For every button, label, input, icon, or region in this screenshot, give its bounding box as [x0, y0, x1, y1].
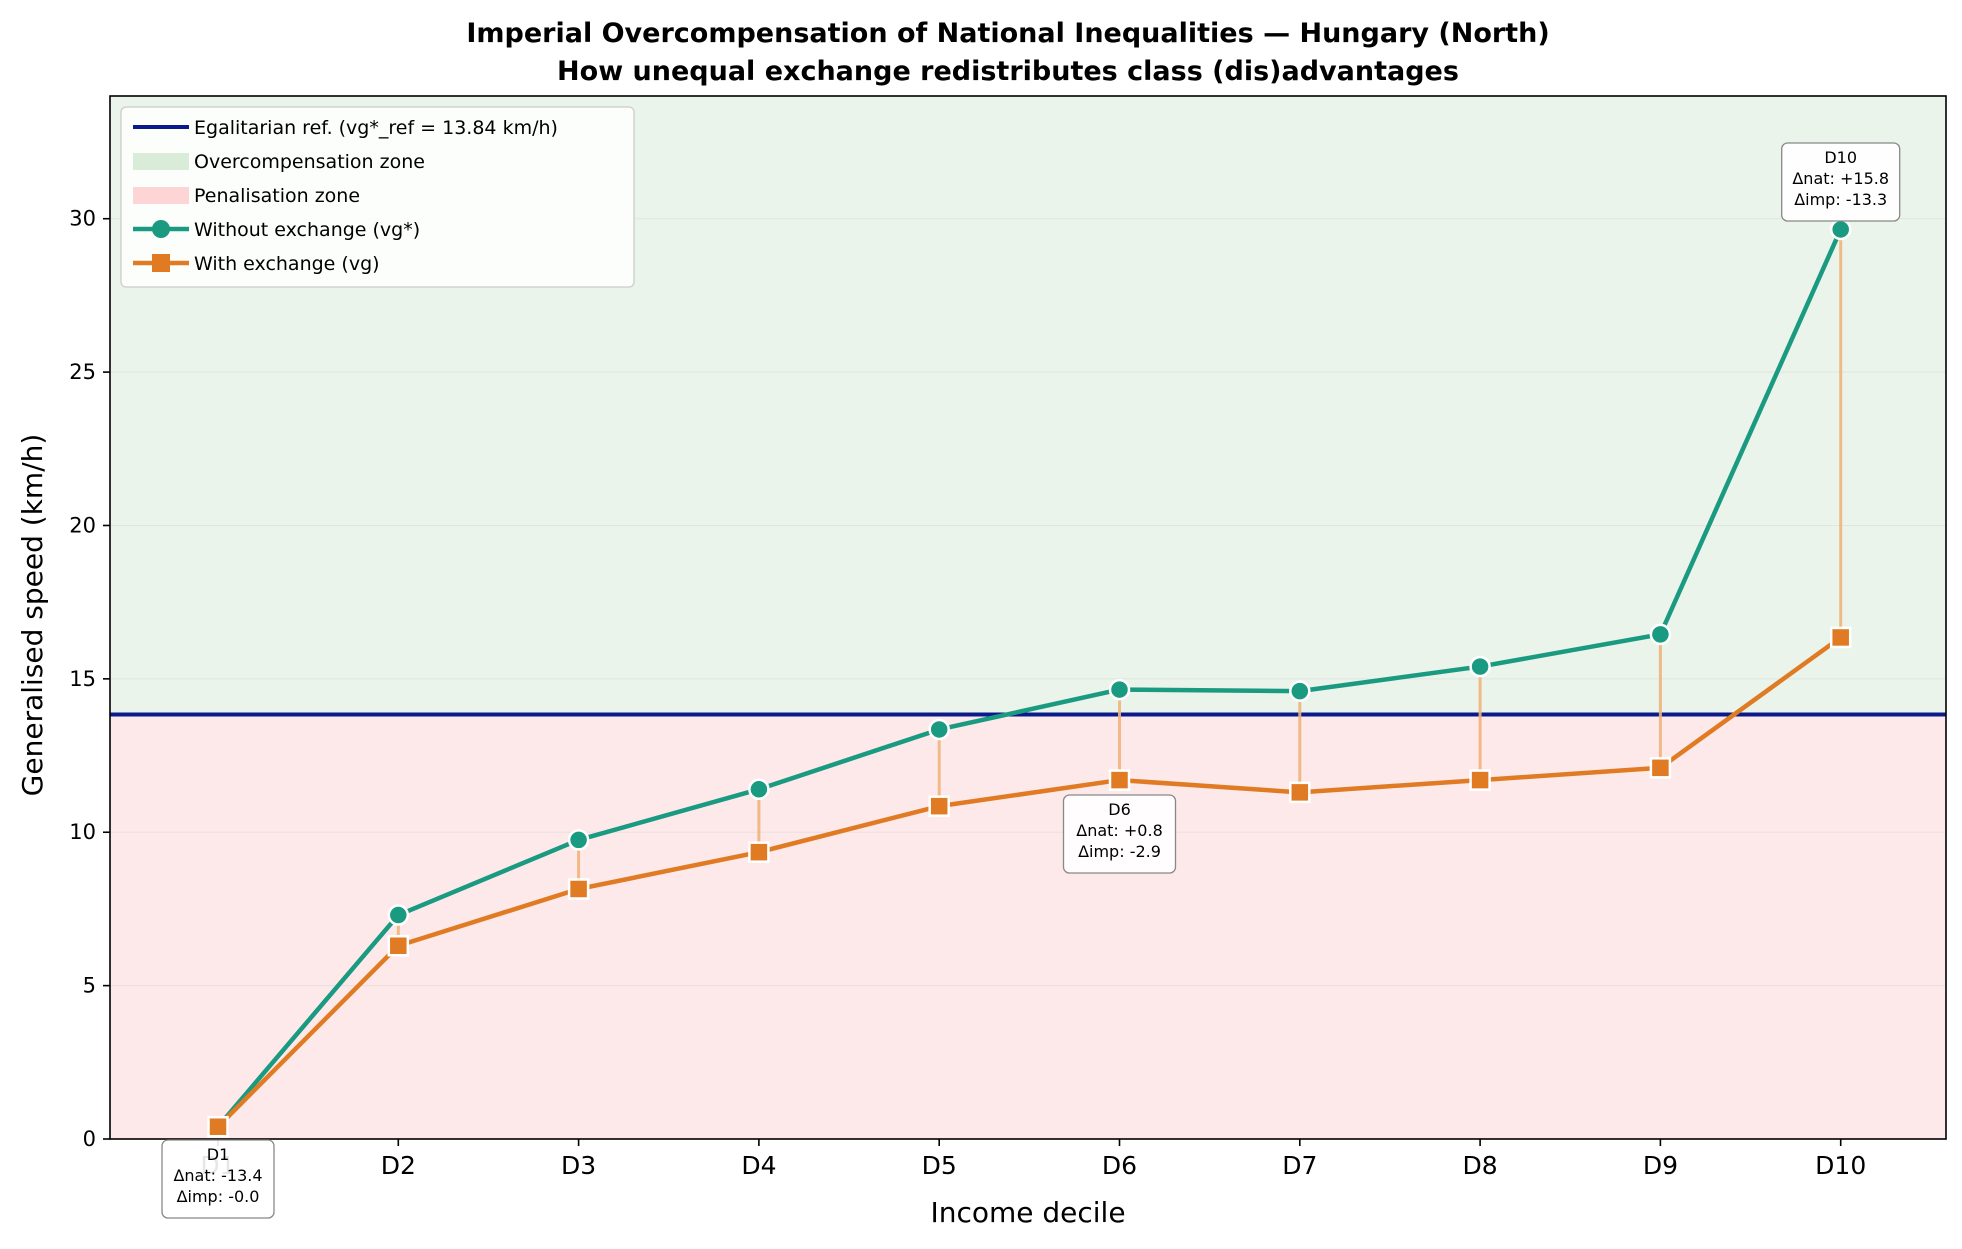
point-with-exchange [567, 878, 590, 900]
annotation-box [1062, 794, 1177, 874]
y-tick-label: 5 [83, 974, 96, 998]
point-with-exchange [748, 841, 770, 863]
annotation-text: D1 [207, 1145, 230, 1164]
annotation-text: Δimp: -2.9 [1078, 842, 1161, 861]
legend-key-zone [133, 187, 189, 204]
x-tick-label: D2 [381, 1151, 416, 1180]
point-with-exchange [928, 795, 950, 817]
x-tick-label: D4 [741, 1151, 776, 1180]
legend-label: Overcompensation zone [194, 151, 425, 173]
point-without-exchange [1469, 655, 1491, 678]
series-line-without-exchange [216, 228, 1843, 1129]
y-tick-label: 30 [69, 207, 96, 231]
x-tick-label: D5 [922, 1151, 957, 1180]
legend-marker-square [152, 254, 170, 272]
point-without-exchange [387, 904, 410, 926]
legend-key-zone [133, 153, 189, 170]
point-with-exchange [207, 1115, 229, 1138]
legend-label: Penalisation zone [194, 185, 360, 207]
chart-subtitle: How unequal exchange redistributes class… [557, 56, 1459, 87]
x-tick-label: D7 [1282, 1151, 1317, 1180]
annotation-text: D6 [1108, 800, 1131, 819]
x-axis-label: Income decile [930, 1196, 1125, 1229]
annotation-text: Δimp: -0.0 [177, 1187, 260, 1206]
point-with-exchange [1829, 626, 1852, 649]
annotation-box [1781, 142, 1901, 222]
x-tick-label: D3 [561, 1151, 596, 1180]
annotation-text: Δimp: -13.3 [1794, 190, 1887, 209]
y-tick-label: 10 [69, 820, 96, 844]
x-tick-label: D9 [1643, 1151, 1678, 1180]
point-without-exchange [1649, 623, 1672, 646]
annotation-text: D10 [1824, 148, 1857, 167]
annotation-text: Δnat: +15.8 [1792, 169, 1889, 188]
penalisation-zone [110, 714, 1946, 1139]
series-line-with-exchange [216, 635, 1843, 1129]
y-tick-label: 20 [69, 513, 96, 537]
legend-label: With exchange (vg) [194, 253, 380, 275]
x-tick-label: D10 [1815, 1151, 1866, 1180]
chart-title: Imperial Overcompensation of National In… [466, 18, 1549, 49]
point-with-exchange [1108, 769, 1131, 791]
point-without-exchange [1108, 678, 1131, 701]
point-without-exchange [928, 718, 950, 741]
annotation-text: Δnat: +0.8 [1076, 821, 1163, 840]
legend [120, 106, 635, 288]
y-axis-label: Generalised speed (km/h) [16, 434, 49, 797]
x-tick-label: D6 [1102, 1151, 1137, 1180]
legend-marker-circle [152, 220, 170, 238]
point-without-exchange [1289, 680, 1311, 702]
point-without-exchange [1829, 218, 1852, 241]
point-with-exchange [387, 934, 410, 957]
point-with-exchange [1469, 769, 1491, 791]
annotation-box [161, 1139, 275, 1219]
y-tick-label: 15 [69, 667, 96, 691]
point-with-exchange [1649, 757, 1672, 779]
point-without-exchange [567, 829, 590, 851]
legend-label: Egalitarian ref. (vg*_ref = 13.84 km/h) [194, 117, 558, 139]
legend-label: Without exchange (vg*) [194, 219, 420, 241]
annotation-text: Δnat: -13.4 [173, 1166, 262, 1185]
x-tick-label: D8 [1463, 1151, 1498, 1180]
point-with-exchange [1289, 781, 1311, 804]
y-tick-label: 0 [83, 1127, 96, 1151]
y-tick-label: 25 [69, 360, 96, 384]
plot-frame [109, 95, 1947, 1140]
point-without-exchange [748, 778, 770, 801]
